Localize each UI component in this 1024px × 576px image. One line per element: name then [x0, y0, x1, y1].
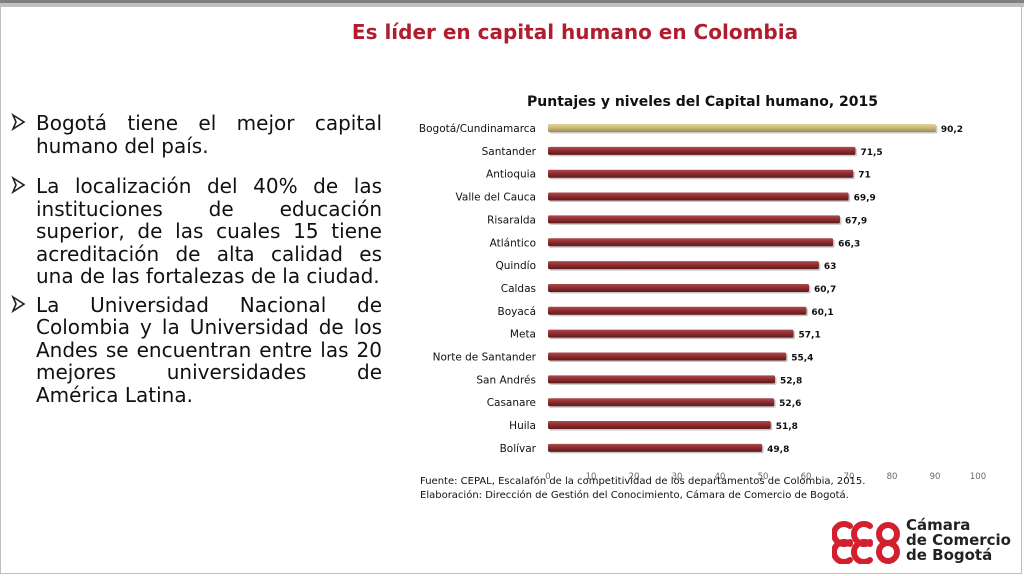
x-tick-label: 30	[672, 472, 683, 482]
bullet-text: La Universidad Nacional de Colombia y la…	[36, 292, 382, 407]
bar	[548, 421, 771, 430]
value-label: 52,8	[780, 376, 802, 386]
value-label: 51,8	[776, 422, 798, 432]
ccb-logo: Cámara de Comercio de Bogotá	[832, 516, 1012, 566]
bar	[548, 375, 776, 384]
value-label: 49,8	[767, 445, 789, 455]
value-label: 71	[858, 171, 871, 181]
category-label: Boyacá	[498, 306, 536, 318]
arrow-bullet-icon	[10, 112, 36, 134]
category-label: Quindío	[496, 260, 537, 272]
value-label: 60,1	[811, 308, 833, 318]
category-label: Bolívar	[500, 443, 537, 455]
logo-line: Cámara	[906, 516, 971, 534]
x-tick-label: 50	[758, 472, 769, 482]
x-tick-label: 70	[844, 472, 855, 482]
x-tick-label: 80	[887, 472, 898, 482]
x-tick-label: 0	[545, 472, 550, 482]
x-tick-label: 40	[715, 472, 726, 482]
logo-line: de Bogotá	[906, 546, 993, 564]
x-tick-label: 10	[586, 472, 597, 482]
value-label: 52,6	[779, 399, 801, 409]
x-tick-label: 100	[970, 472, 986, 482]
source-note: Fuente: CEPAL, Escalafón de la competiti…	[420, 475, 980, 503]
x-tick-label: 60	[801, 472, 812, 482]
value-label: 69,9	[854, 194, 876, 204]
bar	[548, 124, 936, 132]
logo-text: Cámara de Comercio de Bogotá	[906, 518, 1011, 563]
bar	[548, 329, 794, 338]
elaboration-line: Elaboración: Dirección de Gestión del Co…	[420, 490, 849, 501]
bar	[548, 192, 849, 201]
ccb-logo-icon	[832, 521, 900, 564]
value-label: 66,3	[838, 239, 860, 249]
top-bar	[0, 0, 1024, 7]
category-label: Norte de Santander	[433, 352, 537, 364]
category-label: Risaralda	[487, 214, 536, 226]
chart-title: Puntajes y niveles del Capital humano, 2…	[527, 94, 878, 110]
bar	[548, 352, 787, 361]
bar	[548, 169, 854, 178]
value-label: 71,5	[860, 148, 882, 158]
arrow-bullet-icon	[10, 294, 36, 316]
value-label: 55,4	[791, 354, 813, 364]
category-label: Huila	[509, 420, 536, 432]
bar	[548, 443, 763, 452]
bar	[548, 261, 819, 270]
bullet-item: La Universidad Nacional de Colombia y la…	[10, 292, 382, 407]
category-label: Antioquia	[486, 169, 536, 181]
bar	[548, 146, 856, 155]
x-tick-label: 20	[629, 472, 640, 482]
bullet-text: Bogotá tiene el mejor capital humano del…	[36, 111, 382, 158]
source-line: Fuente: CEPAL, Escalafón de la competiti…	[420, 476, 866, 487]
bullet-text: La localización del 40% de las instituci…	[36, 174, 382, 288]
bullet-item: Bogotá tiene el mejor capital humano del…	[10, 112, 382, 157]
bar-chart: Bogotá/Cundinamarca Santander Antioquia Val…	[419, 123, 986, 482]
category-label: Santander	[482, 146, 537, 158]
bullet-item: La localización del 40% de las instituci…	[10, 175, 382, 288]
value-label: 67,9	[845, 216, 867, 226]
bar	[548, 306, 807, 315]
top-bar-accent	[0, 0, 1024, 3]
value-label: 90,2	[941, 125, 963, 135]
bullet-list: Bogotá tiene el mejor capital humano del…	[10, 112, 382, 420]
category-label: San Andrés	[476, 374, 536, 386]
category-label: Casanare	[487, 397, 536, 409]
bar	[548, 238, 834, 247]
value-label: 63	[824, 262, 837, 272]
value-label: 60,7	[814, 285, 836, 295]
bar	[548, 398, 775, 407]
value-label: 57,1	[799, 331, 821, 341]
category-label: Meta	[510, 329, 536, 341]
bar	[548, 283, 810, 292]
x-tick-label: 90	[930, 472, 941, 482]
logo-line: de Comercio	[906, 531, 1011, 549]
arrow-bullet-icon	[10, 175, 36, 197]
bar	[548, 215, 840, 224]
category-label: Valle del Cauca	[456, 192, 536, 204]
slide-title: Es líder en capital humano en Colombia	[351, 20, 799, 44]
category-label: Bogotá/Cundinamarca	[419, 123, 536, 135]
category-label: Atlántico	[490, 237, 536, 249]
category-label: Caldas	[501, 283, 536, 295]
